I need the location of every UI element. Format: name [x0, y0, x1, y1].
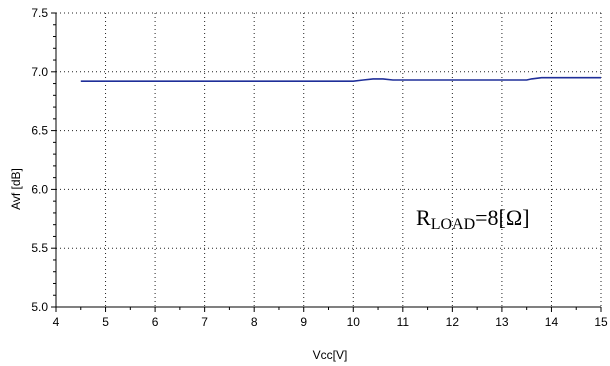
x-tick-label: 10: [347, 315, 361, 329]
y-tick-label: 5.0: [31, 300, 48, 314]
annotation-r: R: [416, 205, 431, 230]
x-tick-label: 12: [446, 315, 460, 329]
axis-ticks: 4 5 6 7 8 9 10 11 12 13 14 15 5.0 5.5 6.0 6.5 7.0 7.5: [31, 6, 608, 329]
x-tick-label: 11: [397, 315, 410, 329]
load-resistance-annotation: RLOAD=8[Ω]: [416, 205, 530, 233]
annotation-rest: =8[Ω]: [475, 205, 529, 230]
x-tick-label: 14: [545, 315, 559, 329]
series-layer: [80, 76, 601, 82]
x-tick-label: 8: [251, 315, 258, 329]
y-tick-label: 5.5: [31, 241, 48, 255]
y-tick-label: 7.5: [31, 6, 48, 20]
x-tick-label: 9: [300, 315, 307, 329]
x-tick-label: 7: [201, 315, 208, 329]
y-tick-label: 6.0: [31, 182, 48, 196]
x-tick-label: 13: [495, 315, 509, 329]
y-axis-label: Avf [dB]: [9, 168, 23, 210]
grid-lines: [56, 13, 601, 307]
axes: [55, 12, 602, 308]
y-tick-label: 6.5: [31, 124, 48, 138]
y-tick-label: 7.0: [31, 65, 48, 79]
x-tick-label: 15: [594, 315, 608, 329]
series-line: [80, 76, 601, 82]
x-tick-label: 6: [152, 315, 159, 329]
annotation-sub: LOAD: [431, 216, 475, 233]
x-tick-label: 4: [53, 315, 60, 329]
x-axis-label: Vcc[V]: [313, 348, 348, 362]
x-tick-label: 5: [102, 315, 109, 329]
